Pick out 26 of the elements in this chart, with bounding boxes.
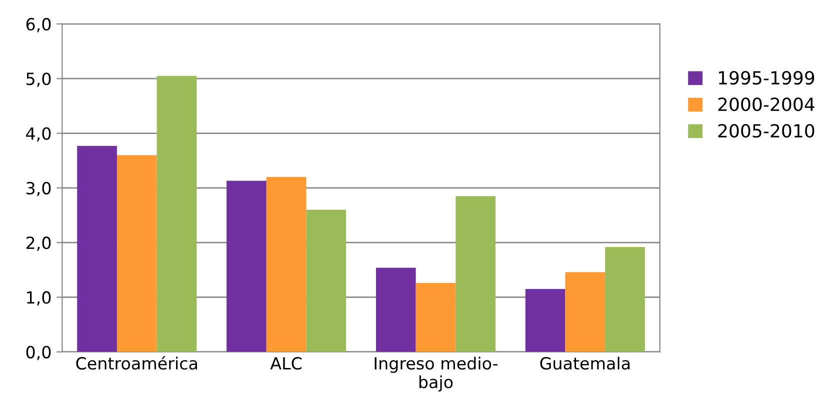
y-tick-label: 2,0 — [26, 236, 51, 251]
bar — [226, 180, 266, 352]
y-tick-label: 6,0 — [26, 18, 51, 32]
x-tick-label: Ingreso medio- bajo — [374, 356, 498, 392]
bar — [565, 272, 606, 352]
x-tick-label: Guatemala — [540, 356, 630, 370]
bar — [376, 268, 416, 352]
legend-label: 2000-2004 — [718, 98, 814, 112]
bar — [116, 155, 157, 352]
legend-label: 2005-2010 — [718, 124, 814, 138]
y-tick-label: 1,0 — [27, 291, 51, 306]
x-tick-label: Centroamérica — [76, 356, 197, 370]
y-tick-label: 4,0 — [26, 127, 51, 142]
x-tick-label: ALC — [270, 357, 302, 370]
bar — [306, 210, 346, 352]
bar — [525, 289, 566, 352]
legend-label: 1995-1999 — [718, 71, 814, 85]
bar — [456, 196, 496, 352]
y-tick-label: 5,0 — [26, 72, 51, 87]
y-tick-label: 0,0 — [26, 346, 51, 360]
bar — [416, 283, 456, 352]
y-tick-label: 3,0 — [26, 182, 51, 196]
bar — [77, 146, 117, 352]
bar — [156, 76, 197, 352]
bar — [605, 246, 645, 352]
bar — [266, 176, 306, 352]
